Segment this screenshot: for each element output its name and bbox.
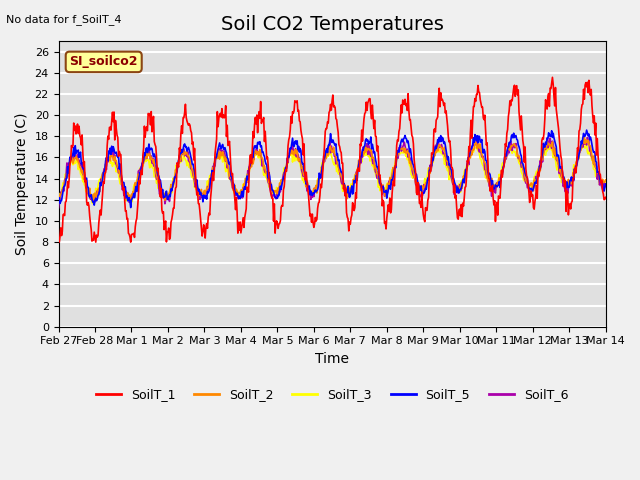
Y-axis label: Soil Temperature (C): Soil Temperature (C) (15, 113, 29, 255)
X-axis label: Time: Time (315, 352, 349, 366)
Text: SI_soilco2: SI_soilco2 (70, 55, 138, 68)
Text: No data for f_SoilT_4: No data for f_SoilT_4 (6, 14, 122, 25)
Title: Soil CO2 Temperatures: Soil CO2 Temperatures (221, 15, 444, 34)
Legend: SoilT_1, SoilT_2, SoilT_3, SoilT_5, SoilT_6: SoilT_1, SoilT_2, SoilT_3, SoilT_5, Soil… (91, 383, 573, 406)
